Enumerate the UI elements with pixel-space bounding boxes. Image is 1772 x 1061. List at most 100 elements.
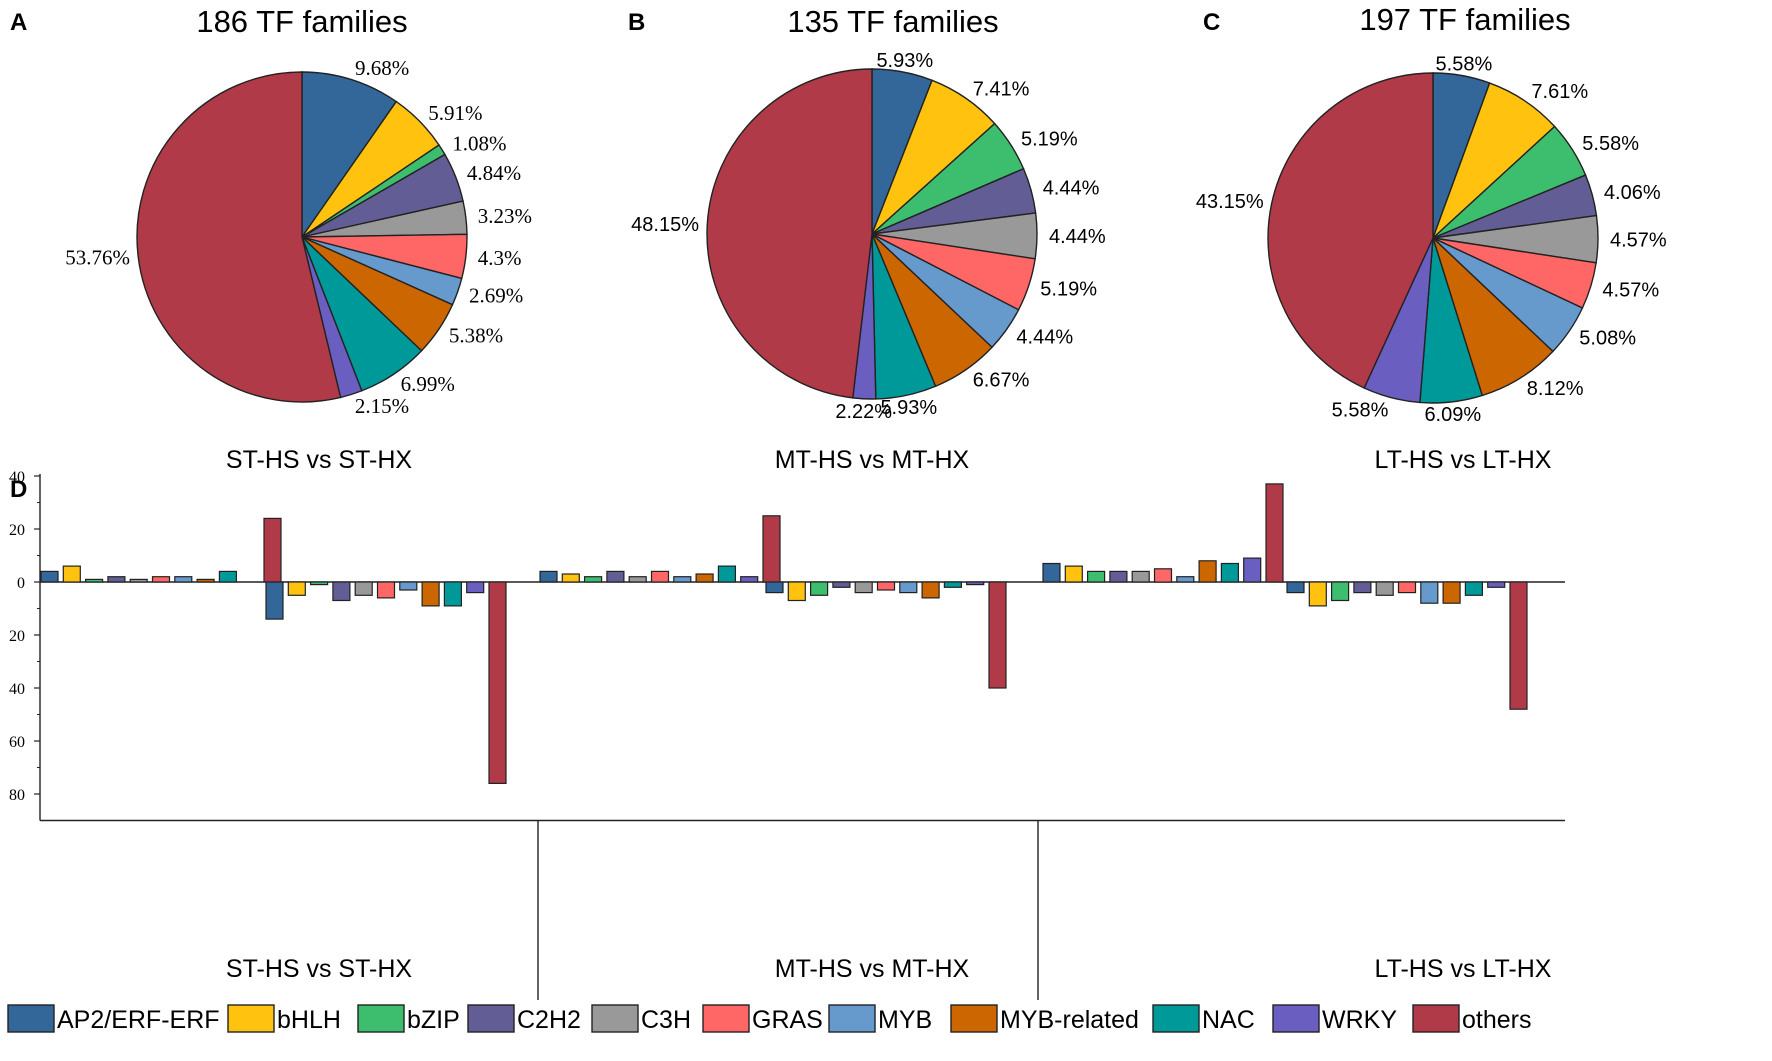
pie-b-xlabel: MT-HS vs MT-HX xyxy=(775,446,970,474)
pie-b-label-bzip: 5.19% xyxy=(1021,129,1078,151)
pie-c-slice-others xyxy=(1267,72,1434,389)
pie-c-label-nac: 6.09% xyxy=(1424,404,1481,426)
legend-label-c2h2: C2H2 xyxy=(517,1006,581,1034)
legend-swatch-ap2-erf-erf xyxy=(7,1004,55,1033)
bar-st-hs-vs-st-hx-up-myb-related xyxy=(196,578,215,583)
pie-b-label-others: 48.15% xyxy=(631,214,699,236)
bar-st-hs-vs-st-hx-down-gras xyxy=(376,581,396,599)
pie-b-label-myb-related: 6.67% xyxy=(973,370,1030,392)
bar-group-label-st: ST-HS vs ST-HX xyxy=(226,955,412,983)
legend-label-others: others xyxy=(1462,1006,1531,1034)
legend-label-c3h: C3H xyxy=(641,1006,691,1034)
pie-c: 5.58% 7.61% 5.58% 4.06% 4.57% 4.57% 5.08% 8.12%… xyxy=(1196,54,1667,426)
bar-lt-hs-vs-lt-hx-up-c3h xyxy=(1131,570,1150,583)
pie-a-label-c3h: 3.23% xyxy=(478,204,532,228)
pie-a-label-others: 53.76% xyxy=(65,245,130,269)
bar-st-hs-vs-st-hx-down-wrky xyxy=(466,581,485,594)
bar-lt-hs-vs-lt-hx-down-wrky xyxy=(1487,581,1506,588)
pie-c-label-ap2-erf-erf: 5.58% xyxy=(1436,54,1493,76)
legend-swatch-c3h xyxy=(591,1004,639,1033)
bar-lt-hs-vs-lt-hx-up-gras xyxy=(1153,568,1173,583)
legend: AP2/ERF-ERF bHLH bZIP C2H2 C3H GRAS MYB MYB-rel… xyxy=(7,1004,1531,1034)
legend-label-gras: GRAS xyxy=(752,1006,823,1034)
y-tick-label: 20 xyxy=(9,628,25,645)
legend-label-ap2-erf-erf: AP2/ERF-ERF xyxy=(57,1006,220,1034)
bar-st-hs-vs-st-hx-up-c2h2 xyxy=(107,576,126,583)
bar-st-hs-vs-st-hx-up-ap2-erf-erf xyxy=(40,570,59,583)
y-tick-label: 20 xyxy=(9,522,25,539)
bar-mt-hs-vs-mt-hx-up-nac xyxy=(717,565,737,583)
bar-mt-hs-vs-mt-hx-up-ap2-erf-erf xyxy=(539,570,558,583)
bar-mt-hs-vs-mt-hx-down-bhlh xyxy=(787,581,806,602)
bar-st-hs-vs-st-hx-up-gras xyxy=(151,576,171,583)
y-tick-label: 80 xyxy=(9,787,25,804)
legend-swatch-myb xyxy=(828,1004,876,1033)
bar-lt-hs-vs-lt-hx-up-nac xyxy=(1220,562,1240,583)
panel-letter-d: D xyxy=(10,476,27,503)
legend-label-nac: NAC xyxy=(1202,1006,1255,1034)
bar-mt-hs-vs-mt-hx-up-myb xyxy=(673,576,692,583)
bar-group-label-lt: LT-HS vs LT-HX xyxy=(1375,955,1552,983)
pie-a-label-nac: 6.99% xyxy=(401,372,455,396)
bar-st-hs-vs-st-hx-down-ap2-erf-erf xyxy=(265,581,284,620)
legend-swatch-bzip xyxy=(357,1004,405,1033)
bar-st-hs-vs-st-hx-down-others xyxy=(488,581,507,784)
bar-mt-hs-vs-mt-hx-up-bzip xyxy=(583,576,603,583)
bar-lt-hs-vs-lt-hx-up-c2h2 xyxy=(1109,570,1128,583)
bar-mt-hs-vs-mt-hx-down-myb-related xyxy=(921,581,940,599)
pie-a-xlabel: ST-HS vs ST-HX xyxy=(226,446,412,474)
pie-a-label-myb: 2.69% xyxy=(469,284,523,308)
bar-lt-hs-vs-lt-hx-up-others xyxy=(1265,483,1284,583)
pie-a-slice-others xyxy=(136,71,342,403)
bar-mt-hs-vs-mt-hx-down-c3h xyxy=(854,581,873,594)
bar-mt-hs-vs-mt-hx-down-gras xyxy=(876,581,896,591)
legend-swatch-gras xyxy=(702,1004,750,1033)
pie-a-label-c2h2: 4.84% xyxy=(467,161,521,185)
bar-mt-hs-vs-mt-hx-down-wrky xyxy=(966,581,985,586)
bar-lt-hs-vs-lt-hx-down-c3h xyxy=(1375,581,1394,596)
pie-a-label-ap2-erf-erf: 9.68% xyxy=(355,56,409,80)
bar-lt-hs-vs-lt-hx-down-bzip xyxy=(1330,581,1350,602)
bar-st-hs-vs-st-hx-up-myb xyxy=(174,576,193,583)
pie-c-label-bzip: 5.58% xyxy=(1582,133,1639,155)
bar-st-hs-vs-st-hx-down-bhlh xyxy=(287,581,306,596)
y-tick-label: 40 xyxy=(9,469,25,486)
pie-b-label-nac: 5.93% xyxy=(880,397,937,419)
pie-b: 5.93% 7.41% 5.19% 4.44% 4.44% 5.19% 4.44% 6.67%… xyxy=(631,50,1106,423)
legend-label-bzip: bZIP xyxy=(407,1006,460,1034)
bar-lt-hs-vs-lt-hx-up-bhlh xyxy=(1064,565,1083,583)
bar-lt-hs-vs-lt-hx-down-others xyxy=(1509,581,1528,710)
pie-c-xlabel: LT-HS vs LT-HX xyxy=(1375,446,1552,474)
bar-st-hs-vs-st-hx-up-nac xyxy=(218,570,237,583)
pie-c-label-c3h: 4.57% xyxy=(1610,229,1667,251)
pie-a-label-wrky: 2.15% xyxy=(355,394,409,418)
legend-label-bhlh: bHLH xyxy=(277,1006,341,1034)
bar-lt-hs-vs-lt-hx-down-bhlh xyxy=(1308,581,1327,607)
pie-a-label-gras: 4.3% xyxy=(478,246,522,270)
bar-st-hs-vs-st-hx-up-c3h xyxy=(129,578,148,583)
legend-swatch-wrky xyxy=(1272,1004,1320,1033)
legend-swatch-bhlh xyxy=(227,1004,275,1033)
pie-b-title: 135 TF families xyxy=(787,4,998,39)
bar-group-label-mt: MT-HS vs MT-HX xyxy=(775,955,970,983)
pie-b-label-ap2-erf-erf: 5.93% xyxy=(876,50,933,72)
bar-lt-hs-vs-lt-hx-down-ap2-erf-erf xyxy=(1286,581,1305,594)
bar-mt-hs-vs-mt-hx-up-others xyxy=(762,515,781,583)
bar-mt-hs-vs-mt-hx-up-c3h xyxy=(628,576,647,583)
bar-lt-hs-vs-lt-hx-down-gras xyxy=(1397,581,1417,594)
bar-mt-hs-vs-mt-hx-up-wrky xyxy=(740,576,759,583)
pie-a-slice-ap2-erf-erf xyxy=(301,71,398,240)
pie-a-label-bzip: 1.08% xyxy=(452,131,506,155)
bar-st-hs-vs-st-hx-down-c3h xyxy=(354,581,373,596)
bar-mt-hs-vs-mt-hx-down-nac xyxy=(943,581,963,588)
pie-b-label-bhlh: 7.41% xyxy=(973,78,1030,100)
pie-b-label-c3h: 4.44% xyxy=(1049,226,1106,248)
pie-b-label-gras: 5.19% xyxy=(1040,279,1097,301)
panel-letter-c: C xyxy=(1203,9,1220,36)
bar-lt-hs-vs-lt-hx-down-nac xyxy=(1464,581,1484,596)
bar-mt-hs-vs-mt-hx-up-gras xyxy=(650,570,670,583)
bar-lt-hs-vs-lt-hx-down-c2h2 xyxy=(1353,581,1372,594)
bar-mt-hs-vs-mt-hx-up-c2h2 xyxy=(606,570,625,583)
bar-st-hs-vs-st-hx-up-others xyxy=(263,517,282,583)
